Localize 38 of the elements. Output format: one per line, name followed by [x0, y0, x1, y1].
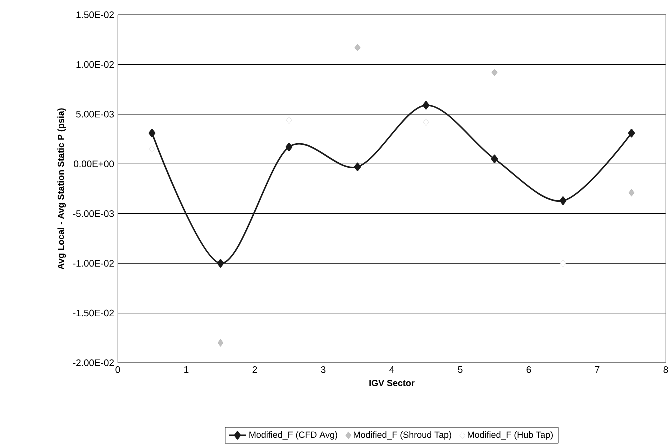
y-axis-title: Avg Local - Avg Station Static P (psia): [58, 108, 66, 270]
x-tick-label: 5: [458, 366, 463, 374]
y-tick-label: 1.00E-02: [76, 61, 114, 68]
point: [218, 339, 224, 347]
point: [148, 128, 156, 138]
point: [286, 142, 293, 152]
point: [628, 189, 635, 197]
y-tick-label: 5.00E-03: [76, 111, 114, 118]
x-tick-label: 2: [252, 366, 258, 374]
y-tick-label: 1.50E-02: [76, 12, 114, 18]
x-tick-label: 1: [184, 366, 189, 374]
point: [422, 101, 430, 110]
y-tick-label: -5.00E-03: [73, 210, 114, 218]
x-tick-label: 0: [116, 366, 120, 374]
y-tick-label: -1.50E-02: [73, 310, 114, 317]
point: [286, 116, 292, 124]
legend-label: Modified_F (Hub Tap): [468, 432, 553, 440]
x-tick-label: 8: [664, 366, 668, 374]
legend-label: Modified_F (CFD Avg): [250, 432, 338, 440]
x-tick-label: 7: [595, 366, 600, 374]
x-tick-label: 4: [390, 366, 394, 374]
x-tick-label: 6: [526, 366, 532, 374]
y-tick-label: -2.00E-02: [73, 360, 114, 366]
point: [560, 260, 566, 268]
x-axis-title: IGV Sector: [370, 380, 415, 386]
point: [492, 68, 498, 76]
legend-label: Modified_F (Shroud Tap): [354, 432, 452, 440]
y-tick-label: -1.00E-02: [73, 260, 114, 267]
point: [354, 44, 361, 52]
point: [628, 128, 636, 138]
point: [149, 145, 156, 154]
y-tick-label: 0.00E+00: [74, 160, 114, 168]
point: [491, 154, 498, 164]
point: [354, 162, 362, 172]
point: [423, 118, 430, 126]
point: [560, 196, 567, 206]
point: [217, 259, 224, 268]
x-tick-label: 3: [321, 366, 326, 374]
